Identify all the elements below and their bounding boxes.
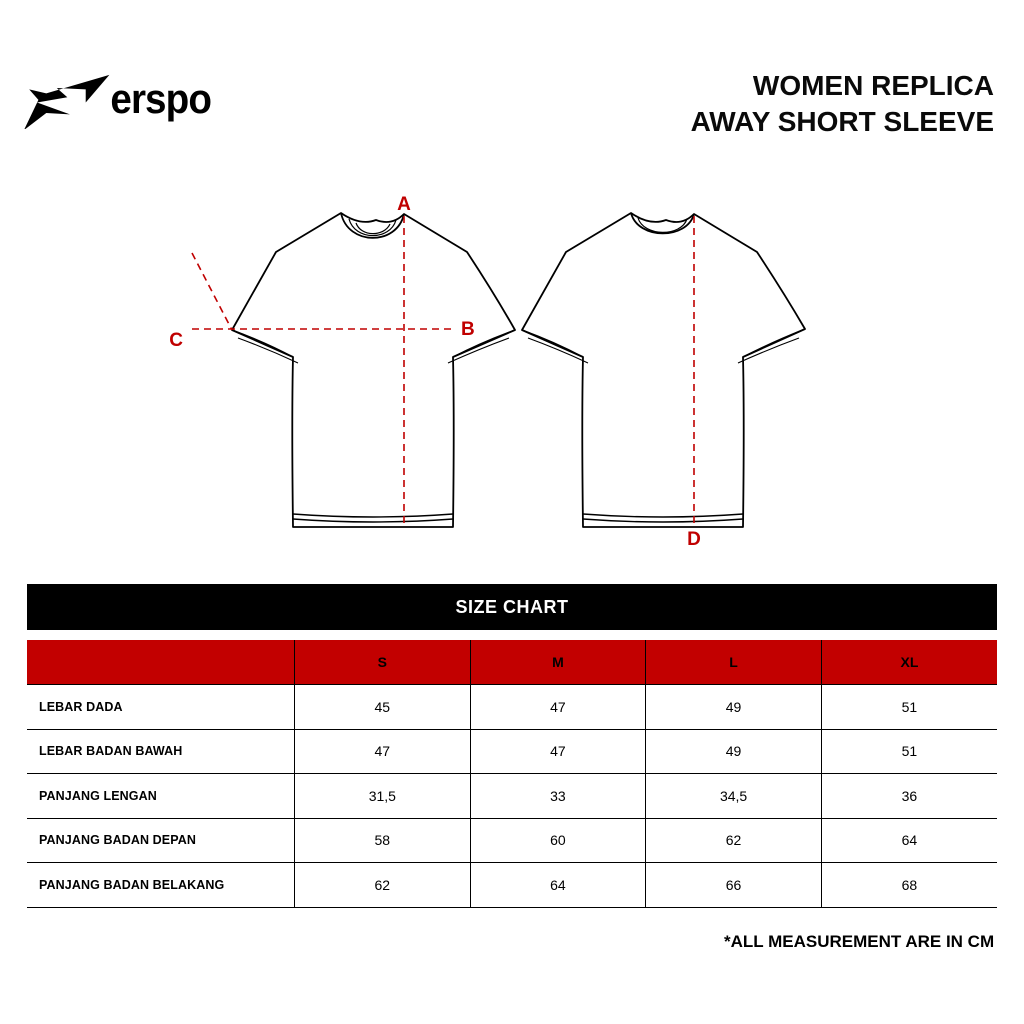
svg-text:B: B <box>461 319 475 340</box>
svg-text:A: A <box>397 194 411 215</box>
svg-text:C: C <box>169 330 183 351</box>
svg-text:D: D <box>687 529 701 550</box>
